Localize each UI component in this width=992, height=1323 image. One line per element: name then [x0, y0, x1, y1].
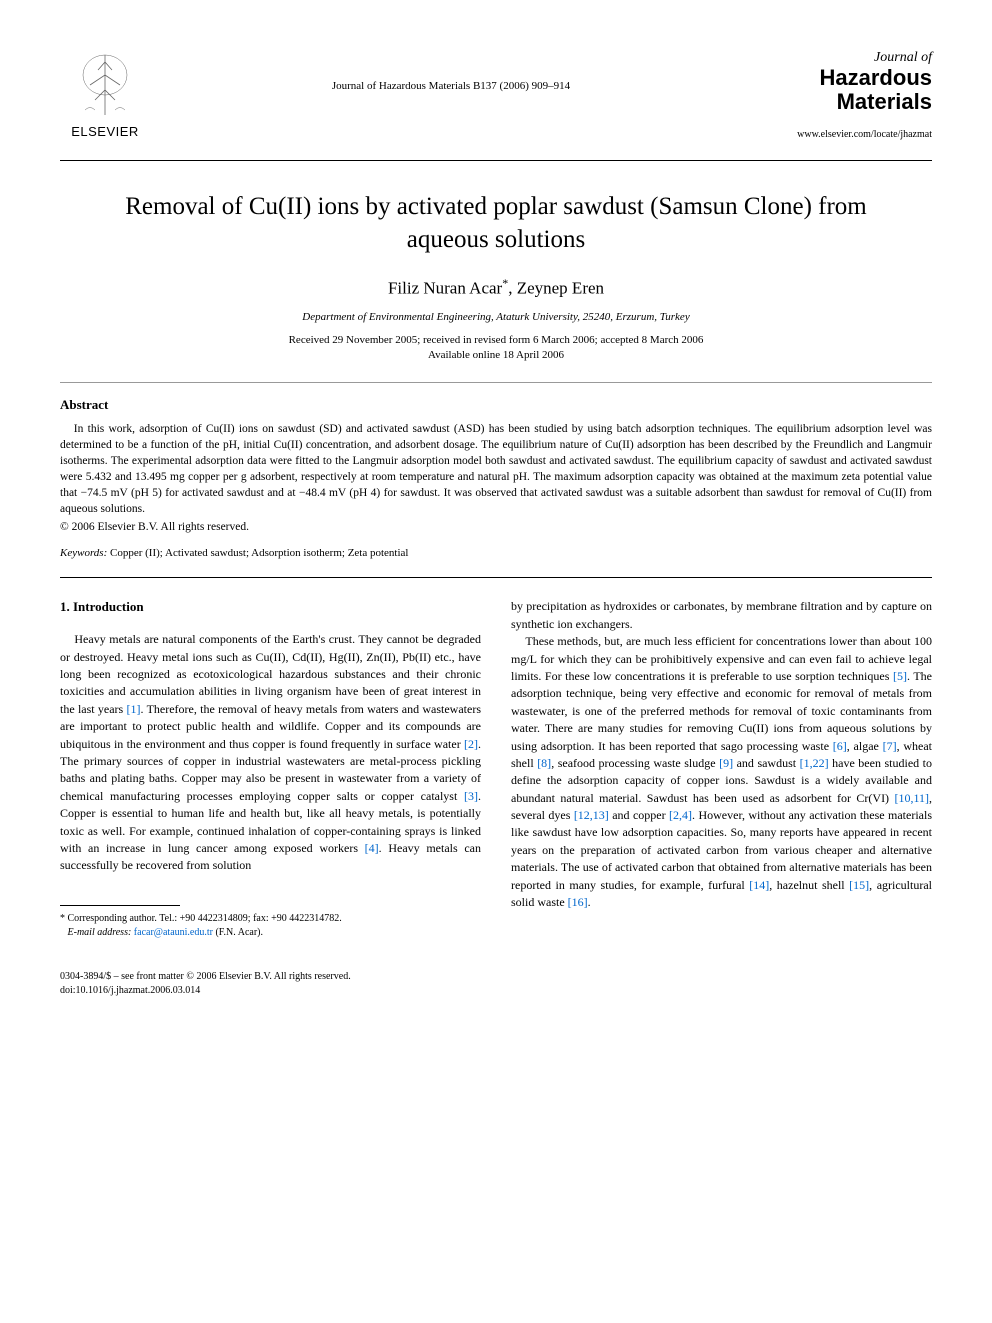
- journal-name-2: Materials: [752, 90, 932, 114]
- publisher-logo: ELSEVIER: [60, 50, 150, 139]
- author-1: Filiz Nuran Acar: [388, 279, 502, 298]
- footer-copyright: 0304-3894/$ – see front matter © 2006 El…: [60, 970, 932, 984]
- intro-paragraph-2: by precipitation as hydroxides or carbon…: [511, 598, 932, 633]
- email-author-name: (F.N. Acar).: [215, 927, 263, 938]
- journal-name-1: Hazardous: [752, 66, 932, 90]
- journal-prefix: Journal of: [752, 50, 932, 66]
- intro-heading: 1. Introduction: [60, 598, 481, 617]
- email-link[interactable]: facar@atauni.edu.tr: [134, 927, 213, 938]
- ref-15[interactable]: [15]: [849, 878, 869, 892]
- footer-doi: doi:10.1016/j.jhazmat.2006.03.014: [60, 984, 932, 998]
- journal-url: www.elsevier.com/locate/jhazmat: [752, 129, 932, 140]
- citation-text: Journal of Hazardous Materials B137 (200…: [150, 50, 752, 92]
- corresponding-footnote: * Corresponding author. Tel.: +90 442231…: [60, 912, 481, 940]
- ref-16[interactable]: [16]: [568, 895, 588, 909]
- right-column: by precipitation as hydroxides or carbon…: [511, 598, 932, 939]
- journal-title-box: Journal of Hazardous Materials www.elsev…: [752, 50, 932, 140]
- article-title: Removal of Cu(II) ions by activated popl…: [100, 191, 892, 256]
- footnote-corr: * Corresponding author. Tel.: +90 442231…: [60, 912, 481, 926]
- keywords: Keywords: Copper (II); Activated sawdust…: [60, 547, 932, 559]
- ref-1[interactable]: [1]: [127, 702, 141, 716]
- ref-2[interactable]: [2]: [464, 737, 478, 751]
- ref-6[interactable]: [6]: [833, 739, 847, 753]
- ref-12[interactable]: [12,13]: [574, 808, 609, 822]
- intro-paragraph-3: These methods, but, are much less effici…: [511, 633, 932, 911]
- dates-online: Available online 18 April 2006: [60, 348, 932, 363]
- affiliation: Department of Environmental Engineering,…: [60, 311, 932, 323]
- intro-paragraph-1: Heavy metals are natural components of t…: [60, 631, 481, 874]
- keywords-text: Copper (II); Activated sawdust; Adsorpti…: [110, 547, 408, 559]
- abstract-body: In this work, adsorption of Cu(II) ions …: [60, 421, 932, 518]
- author-rest: , Zeynep Eren: [508, 279, 604, 298]
- ref-10[interactable]: [1,22]: [800, 756, 829, 770]
- ref-7[interactable]: [7]: [883, 739, 897, 753]
- elsevier-tree-icon: [70, 50, 140, 120]
- abstract-heading: Abstract: [60, 397, 932, 413]
- publisher-name: ELSEVIER: [71, 124, 139, 139]
- footnote-divider: [60, 905, 180, 906]
- footnote-email-line: E-mail address: facar@atauni.edu.tr (F.N…: [60, 926, 481, 940]
- keywords-label: Keywords:: [60, 547, 107, 559]
- email-label: E-mail address:: [68, 927, 132, 938]
- abstract-copyright: © 2006 Elsevier B.V. All rights reserved…: [60, 521, 932, 533]
- ref-4[interactable]: [4]: [365, 841, 379, 855]
- divider: [60, 577, 932, 578]
- page-footer: 0304-3894/$ – see front matter © 2006 El…: [60, 970, 932, 998]
- article-dates: Received 29 November 2005; received in r…: [60, 333, 932, 364]
- ref-13[interactable]: [2,4]: [669, 808, 692, 822]
- ref-11[interactable]: [10,11]: [894, 791, 929, 805]
- left-column: 1. Introduction Heavy metals are natural…: [60, 598, 481, 939]
- ref-5[interactable]: [5]: [893, 669, 907, 683]
- journal-header: ELSEVIER Journal of Hazardous Materials …: [60, 50, 932, 140]
- ref-14[interactable]: [14]: [749, 878, 769, 892]
- authors-line: Filiz Nuran Acar*, Zeynep Eren: [60, 276, 932, 299]
- divider: [60, 382, 932, 383]
- divider: [60, 160, 932, 161]
- ref-3[interactable]: [3]: [464, 789, 478, 803]
- ref-8[interactable]: [8]: [537, 756, 551, 770]
- ref-9[interactable]: [9]: [719, 756, 733, 770]
- dates-received: Received 29 November 2005; received in r…: [60, 333, 932, 348]
- body-columns: 1. Introduction Heavy metals are natural…: [60, 598, 932, 939]
